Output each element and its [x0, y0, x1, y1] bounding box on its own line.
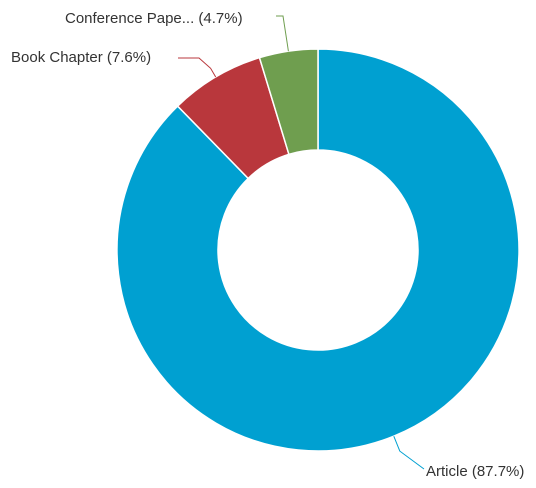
- slices-layer: [116, 48, 520, 452]
- leader-line-article: [393, 436, 425, 470]
- slice-conference-pape[interactable]: [258, 48, 319, 156]
- leader-lines-layer: [178, 15, 425, 470]
- leader-line-conference-pape: [276, 15, 289, 52]
- slice-article[interactable]: [116, 48, 520, 452]
- slice-label-article: Article (87.7%): [426, 463, 524, 480]
- slice-label-book-chapter: Book Chapter (7.6%): [11, 49, 151, 66]
- slice-label-conference-pape: Conference Pape... (4.7%): [65, 10, 243, 27]
- slice-labels-layer: Article (87.7%) Book Chapter (7.6%) Confer…: [11, 10, 524, 480]
- leader-line-book-chapter: [178, 57, 217, 78]
